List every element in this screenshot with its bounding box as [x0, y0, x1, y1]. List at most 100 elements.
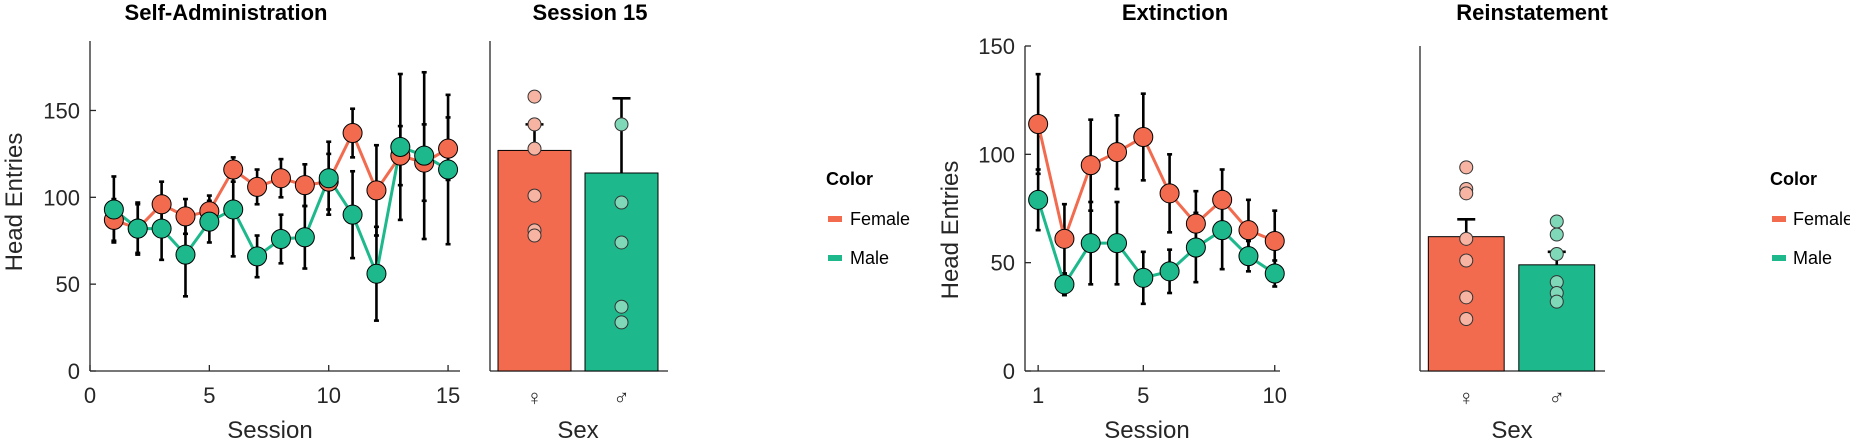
bar-female — [497, 149, 572, 372]
series-line-female — [1036, 123, 1276, 245]
legend-title: Color — [1770, 169, 1817, 189]
data-point-male — [294, 227, 315, 248]
y-tick-label: 0 — [68, 359, 80, 384]
individual-point — [527, 89, 542, 104]
session-15-panel: Session 15 ♀ ♂ Sex — [489, 0, 668, 444]
y-tick-label: 100 — [43, 185, 80, 210]
y-axis-label: Head Entries — [937, 161, 964, 300]
x-tick-label: 5 — [1137, 383, 1149, 408]
data-point-female — [151, 194, 172, 215]
legend-title: Color — [826, 169, 873, 189]
x-axis-label: Session — [1104, 417, 1189, 444]
x-tick-label: 10 — [1263, 383, 1287, 408]
data-point-male — [270, 229, 291, 249]
panel-title: Reinstatement — [1456, 0, 1608, 25]
individual-point — [614, 117, 629, 132]
individual-point — [527, 117, 542, 132]
individual-point — [1549, 214, 1564, 229]
data-point-female — [1185, 213, 1206, 234]
x-axis-label: Sex — [557, 417, 598, 444]
x-tick-label: 5 — [203, 383, 215, 408]
panel-title: Self-Administration — [125, 0, 328, 25]
data-point-female — [1133, 127, 1154, 147]
y-tick-label: 100 — [978, 142, 1015, 167]
x-tick-label: ♂ — [1549, 385, 1566, 410]
data-point-male — [1054, 274, 1075, 295]
data-point-male — [438, 159, 459, 180]
legend-label-male: Male — [850, 248, 889, 268]
data-point-female — [294, 175, 315, 196]
data-point-female — [1264, 231, 1285, 251]
extinction-panel: Extinction 0 50 100 150 1 5 10 Session Head En… — [937, 0, 1287, 444]
data-point-female — [1107, 142, 1128, 163]
data-point-female — [1238, 220, 1259, 241]
panel-title: Extinction — [1122, 0, 1228, 25]
y-tick-label: 0 — [1003, 359, 1015, 384]
data-point-female — [223, 159, 244, 180]
data-point-female — [247, 176, 268, 197]
individual-point — [1549, 247, 1564, 261]
x-tick-label: 10 — [316, 383, 340, 408]
data-point-male — [390, 136, 411, 157]
individual-point — [527, 228, 542, 243]
data-point-female — [1212, 189, 1233, 210]
individual-point — [1549, 294, 1564, 309]
individual-point — [1549, 227, 1564, 242]
individual-point — [1459, 231, 1474, 246]
individual-point — [614, 195, 629, 210]
individual-point — [614, 235, 629, 250]
individual-point — [1459, 186, 1474, 201]
data-point-male — [223, 199, 244, 220]
data-point-male — [414, 145, 435, 166]
data-point-male — [1212, 220, 1233, 241]
y-tick-label: 150 — [978, 34, 1015, 59]
y-tick-label: 50 — [991, 251, 1015, 276]
data-point-male — [342, 204, 363, 225]
data-point-male — [247, 246, 268, 267]
data-point-male — [1080, 233, 1101, 254]
data-point-male — [1264, 263, 1285, 284]
x-tick-label: ♀ — [526, 385, 543, 410]
individual-point — [527, 141, 542, 156]
individual-point — [1459, 253, 1474, 268]
data-point-female — [270, 168, 291, 189]
data-point-male — [127, 218, 148, 239]
series-line-male — [1036, 199, 1276, 288]
data-point-male — [103, 199, 124, 220]
data-point-male — [1028, 189, 1049, 210]
individual-point — [1459, 160, 1474, 175]
individual-point — [614, 315, 629, 330]
data-point-male — [366, 263, 387, 284]
data-point-female — [1054, 228, 1075, 249]
data-point-female — [342, 123, 363, 144]
data-point-female — [1159, 183, 1180, 204]
data-point-male — [199, 211, 220, 232]
y-tick-label: 50 — [56, 272, 80, 297]
data-point-female — [1080, 155, 1101, 176]
legend: Color Female Male — [1770, 169, 1850, 268]
data-point-male — [1185, 237, 1206, 258]
y-axis-label: Head Entries — [1, 133, 28, 272]
legend-label-female: Female — [850, 209, 910, 229]
x-tick-label: 1 — [1032, 383, 1044, 408]
data-point-male — [318, 168, 339, 189]
panel-title: Session 15 — [533, 0, 648, 25]
data-point-male — [1133, 267, 1154, 288]
data-point-female — [366, 180, 387, 201]
x-axis-label: Sex — [1491, 417, 1532, 444]
x-tick-label: 0 — [84, 383, 96, 408]
x-tick-label: 15 — [436, 383, 460, 408]
individual-point — [1459, 312, 1474, 326]
legend-label-male: Male — [1793, 248, 1832, 268]
data-point-male — [175, 244, 196, 265]
x-tick-label: ♂ — [613, 385, 630, 410]
data-point-female — [175, 206, 196, 227]
individual-point — [527, 188, 542, 203]
data-point-male — [1238, 246, 1259, 267]
data-point-male — [151, 218, 172, 239]
x-tick-label: ♀ — [1458, 385, 1475, 410]
data-point-male — [1159, 261, 1180, 282]
y-tick-label: 150 — [43, 98, 80, 123]
self-administration-panel: Self-Administration 0 50 100 150 0 5 10 15 Sess… — [1, 0, 460, 444]
